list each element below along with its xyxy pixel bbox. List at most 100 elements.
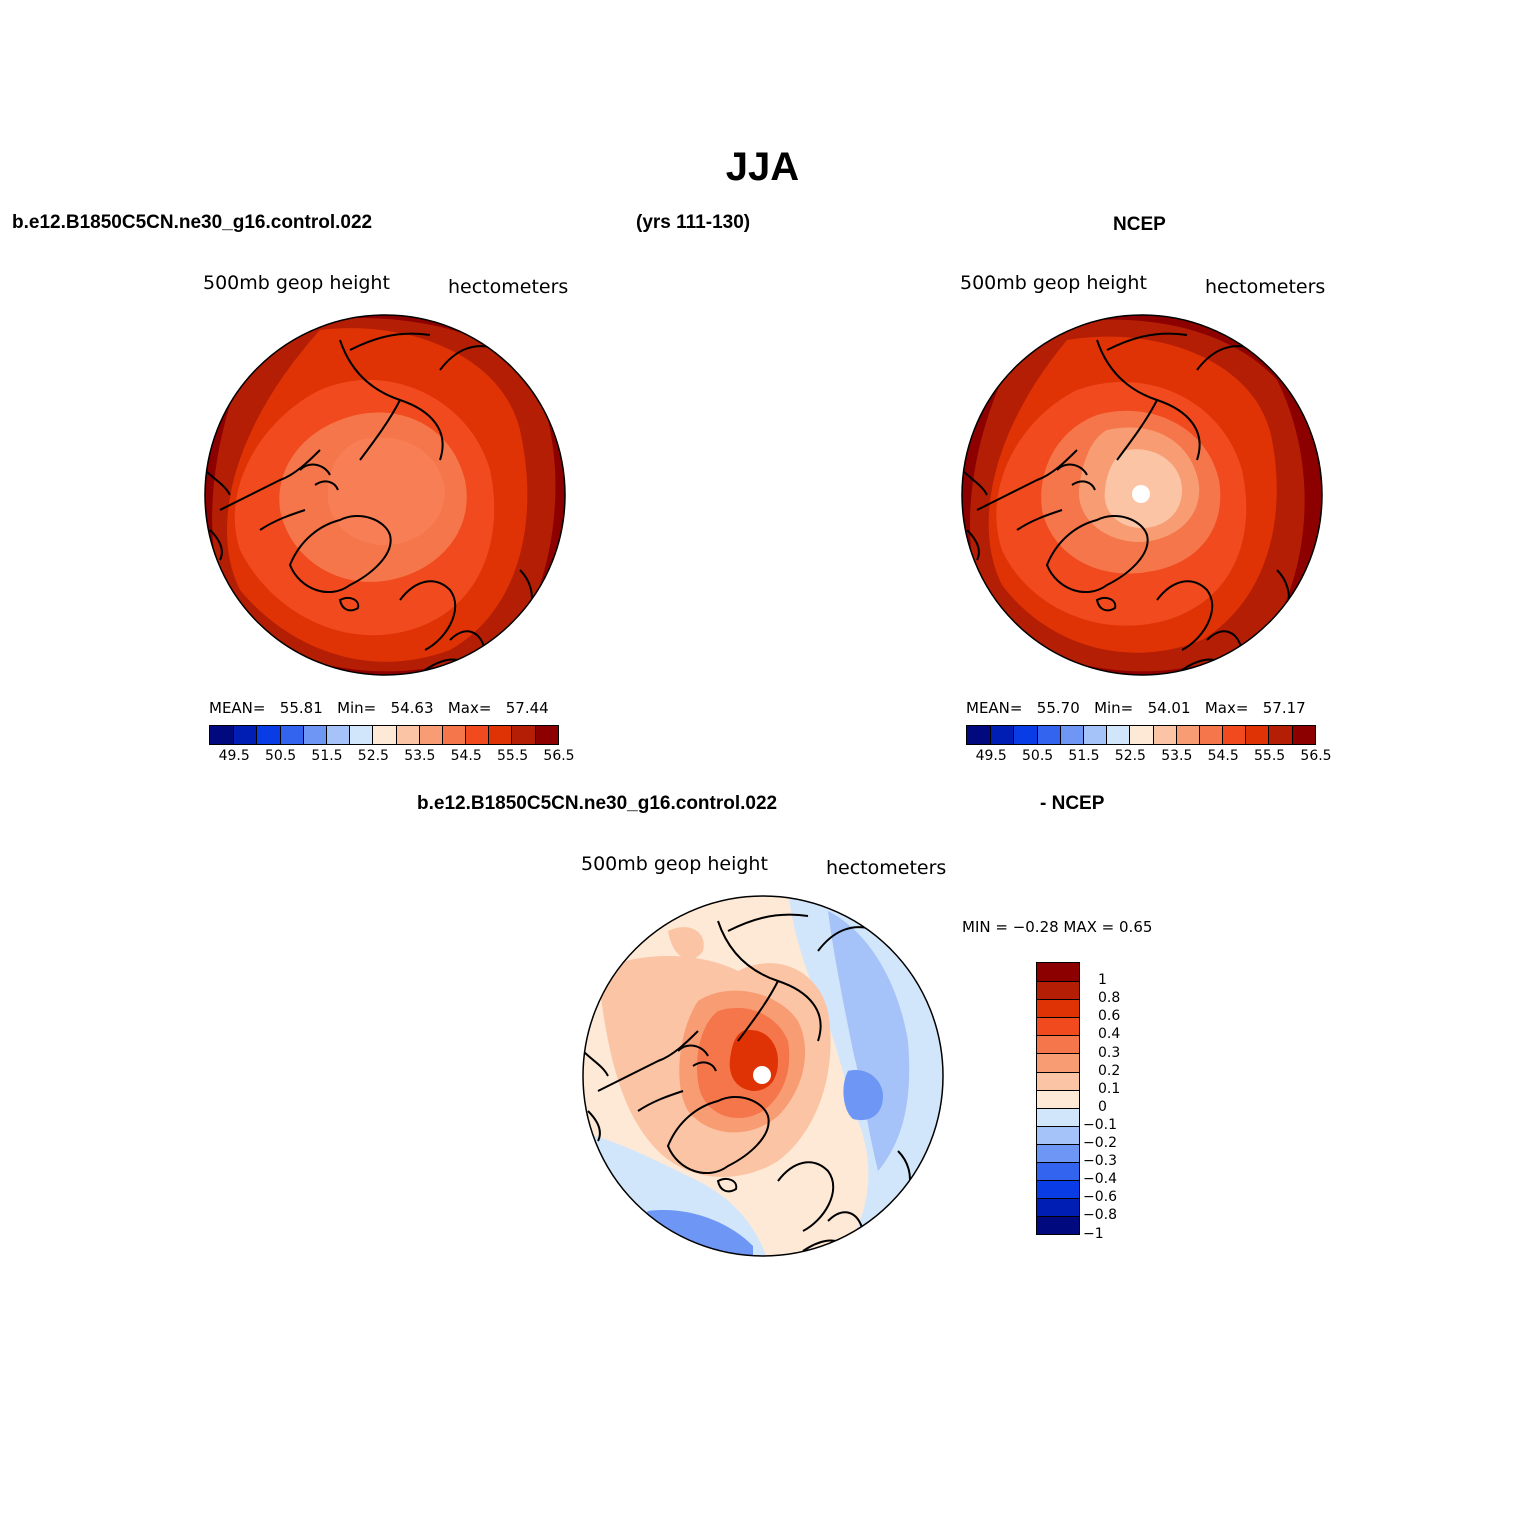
colorbar-swatch: [441, 726, 466, 744]
colorbar-tick-label: 55.5: [497, 748, 529, 764]
colorbar-swatch: [1152, 726, 1176, 744]
colorbar-tick-label: −0.8: [1083, 1207, 1117, 1224]
colorbar-tick-label: 0.1: [1098, 1080, 1121, 1097]
colorbar-swatch: [1268, 726, 1292, 744]
colorbar-swatch: [1037, 1035, 1079, 1054]
colorbar-tick-label: 50.5: [1022, 748, 1054, 764]
colorbar-swatch: [1175, 726, 1199, 744]
panel2-stats: MEAN= 55.70 Min= 54.01 Max= 57.17: [966, 699, 1306, 717]
panel1-units-label: hectometers: [448, 276, 569, 298]
panel2-colorbar: 49.5 50.5 51.5 52.5 53.5 54.5 55.5 56.5: [966, 725, 1332, 764]
colorbar-tick-label: 51.5: [311, 748, 343, 764]
min-label: Min=: [337, 699, 377, 717]
mean-value: 55.81: [279, 699, 323, 717]
colorbar-tick-label: −1: [1083, 1225, 1104, 1242]
colorbar-swatch: [302, 726, 326, 744]
colorbar-tick-label: −0.6: [1083, 1189, 1117, 1206]
panel2-units-label: hectometers: [1205, 276, 1326, 298]
colorbar-tick-label: 0.2: [1098, 1062, 1121, 1079]
colorbar-tick-label: 56.5: [543, 748, 575, 764]
colorbar-tick-label: −0.3: [1083, 1153, 1117, 1170]
max-value: 57.17: [1262, 699, 1306, 717]
colorbar-tick-label: 56.5: [1300, 748, 1332, 764]
colorbar-swatch: [1037, 1071, 1079, 1090]
colorbar-swatch: [1222, 726, 1246, 744]
colorbar-tick-label: 54.5: [450, 748, 482, 764]
mean-label: MEAN=: [966, 699, 1023, 717]
colorbar-swatch: [488, 726, 512, 744]
colorbar-swatch: [1037, 1198, 1079, 1217]
colorbar-tick-label: 0.8: [1098, 990, 1121, 1007]
colorbar-swatch: [418, 726, 442, 744]
colorbar-swatch: [1106, 726, 1130, 744]
colorbar-swatch: [1037, 999, 1079, 1018]
colorbar-swatch: [1037, 1089, 1079, 1108]
colorbar-tick-label: 0.4: [1098, 1026, 1121, 1043]
obs-header: NCEP: [1113, 214, 1166, 235]
colorbar-swatch: [1037, 963, 1079, 982]
colorbar-swatch: [465, 726, 489, 744]
colorbar-swatch: [534, 726, 558, 744]
colorbar-swatch: [1037, 1017, 1079, 1036]
colorbar-swatch: [967, 726, 991, 744]
diff-units-label: hectometers: [826, 857, 947, 879]
panel2-variable-label: 500mb geop height: [960, 272, 1147, 294]
obs-polar-map: [961, 314, 1323, 676]
max-label: Max=: [447, 699, 492, 717]
panel1-colorbar: 49.5 50.5 51.5 52.5 53.5 54.5 55.5 56.5: [209, 725, 575, 764]
colorbar-tick-label: 52.5: [1114, 748, 1146, 764]
colorbar-swatch: [210, 726, 234, 744]
mean-value: 55.70: [1036, 699, 1080, 717]
model-polar-map: [204, 314, 566, 676]
colorbar-tick-label: 0.3: [1098, 1044, 1121, 1061]
colorbar-tick-label: 52.5: [357, 748, 389, 764]
colorbar-tick-label: 55.5: [1254, 748, 1286, 764]
colorbar-swatch: [233, 726, 257, 744]
colorbar-tick-label: −0.1: [1083, 1116, 1117, 1133]
colorbar-swatch: [1037, 1053, 1079, 1072]
colorbar-swatch: [1037, 1125, 1079, 1144]
colorbar-tick-label: 50.5: [265, 748, 297, 764]
panel1-variable-label: 500mb geop height: [203, 272, 390, 294]
colorbar-tick-label: 54.5: [1207, 748, 1239, 764]
colorbar-swatch: [1059, 726, 1083, 744]
colorbar-swatch: [1082, 726, 1107, 744]
colorbar-swatch: [1198, 726, 1223, 744]
diff-case-header: b.e12.B1850C5CN.ne30_g16.control.022: [417, 793, 778, 814]
difference-polar-map: [582, 895, 944, 1257]
max-label: Max=: [1204, 699, 1249, 717]
colorbar-swatch: [256, 726, 280, 744]
colorbar-tick-label: −0.2: [1083, 1135, 1117, 1151]
colorbar-swatch: [990, 726, 1014, 744]
diff-variable-label: 500mb geop height: [581, 853, 768, 875]
colorbar-tick-label: 51.5: [1068, 748, 1100, 764]
colorbar-tick-label: 0: [1098, 1098, 1107, 1115]
colorbar-swatch: [372, 726, 396, 744]
colorbar-swatch: [1037, 1216, 1079, 1235]
colorbar-tick-label: −0.4: [1083, 1171, 1117, 1188]
colorbar-tick-label: 49.5: [975, 748, 1007, 764]
colorbar-swatch: [325, 726, 350, 744]
mean-label: MEAN=: [209, 699, 266, 717]
colorbar-tick-label: 53.5: [1161, 748, 1193, 764]
colorbar-swatch: [1037, 1107, 1079, 1126]
colorbar-tick-label: 53.5: [404, 748, 436, 764]
colorbar-swatch: [1036, 726, 1060, 744]
min-value: 54.01: [1147, 699, 1191, 717]
case-name-header: b.e12.B1850C5CN.ne30_g16.control.022: [12, 212, 373, 233]
colorbar-swatch: [395, 726, 419, 744]
min-label: Min=: [1094, 699, 1134, 717]
min-value: 54.63: [390, 699, 434, 717]
max-value: 57.44: [505, 699, 549, 717]
diff-stats: MIN = −0.28 MAX = 0.65: [962, 918, 1153, 936]
colorbar-swatch: [349, 726, 373, 744]
panel1-stats: MEAN= 55.81 Min= 54.63 Max= 57.44: [209, 699, 549, 717]
colorbar-swatch: [279, 726, 303, 744]
colorbar-tick-label: 49.5: [218, 748, 250, 764]
diff-obs-header: - NCEP: [1040, 793, 1105, 814]
colorbar-tick-label: 0.6: [1098, 1008, 1121, 1025]
colorbar-swatch: [1013, 726, 1037, 744]
colorbar-swatch: [1037, 981, 1079, 1000]
years-header: (yrs 111-130): [636, 212, 751, 233]
diff-colorbar: 1 0.8 0.6 0.4 0.3 0.2 0.1 0 −0.1 −0.2 −0.3 −0.4 −0.6…: [1036, 962, 1120, 1242]
